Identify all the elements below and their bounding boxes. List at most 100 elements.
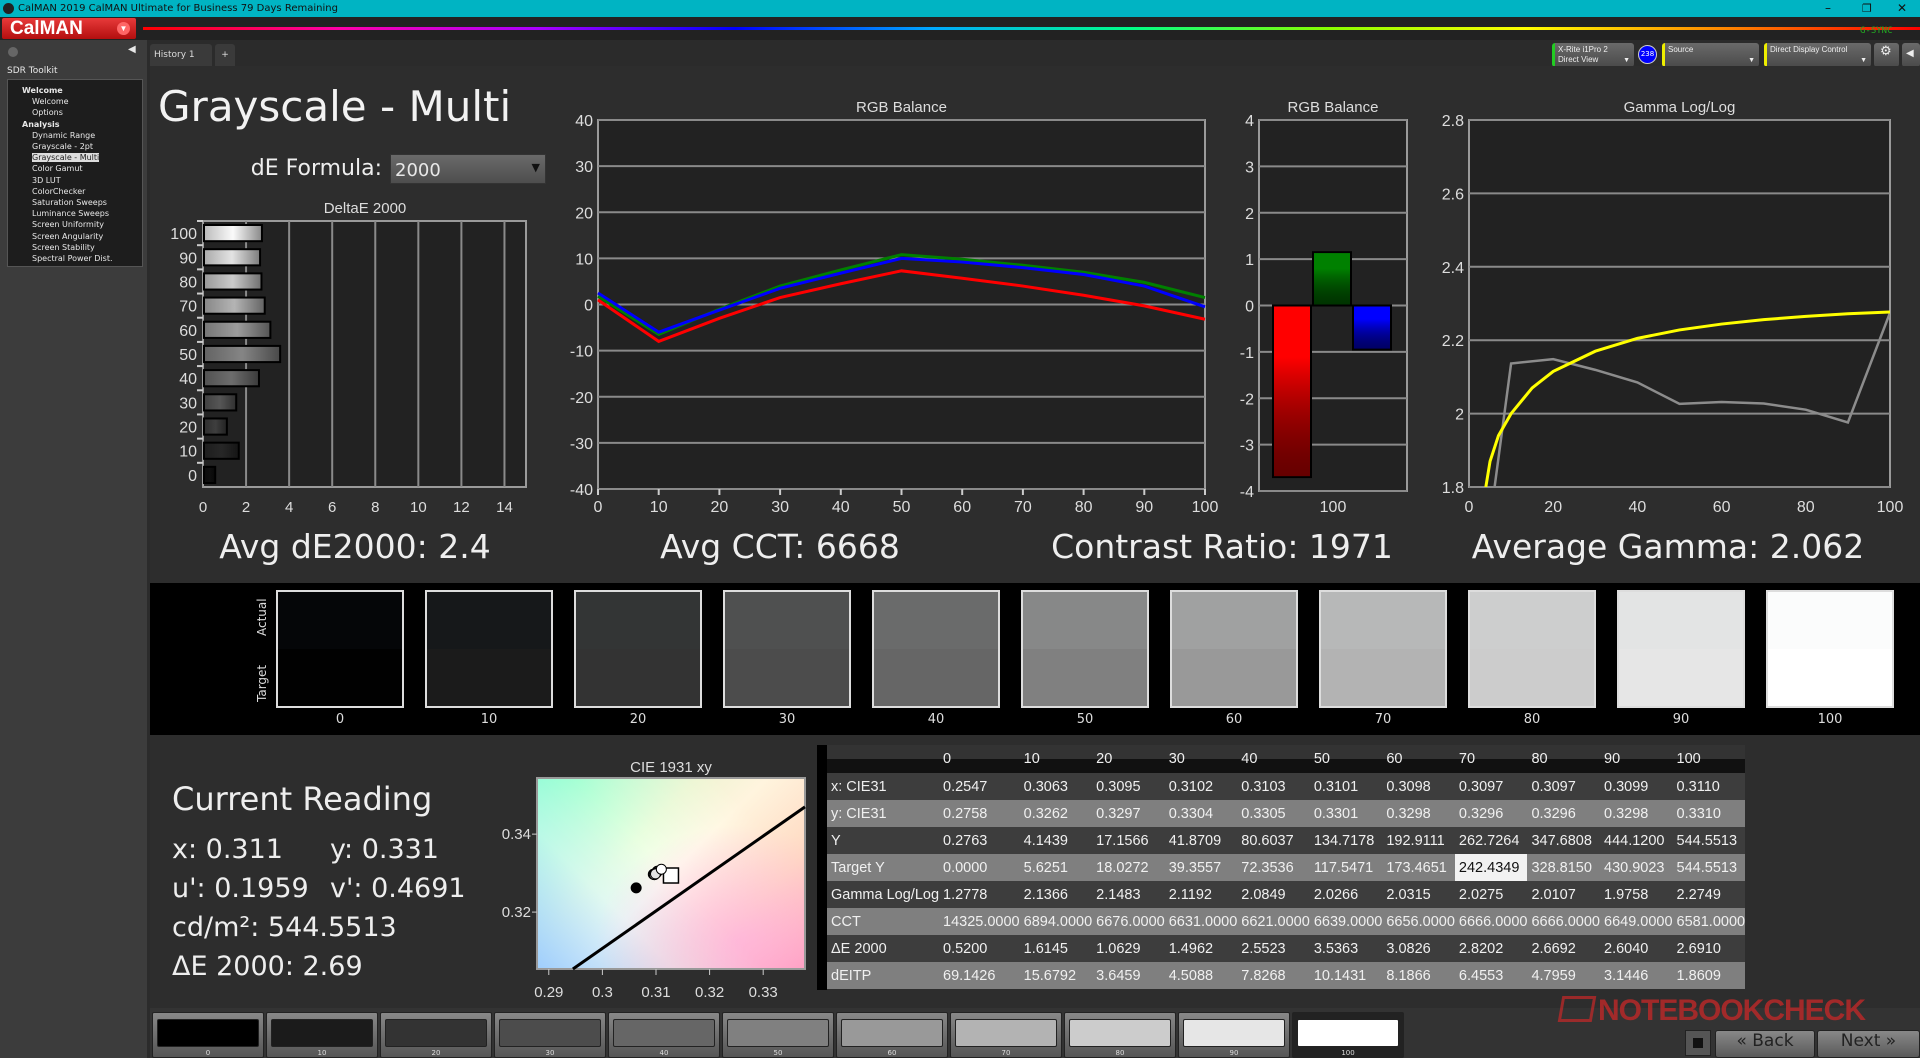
sidebar-group[interactable]: Welcome — [22, 86, 63, 95]
sidebar-item[interactable]: Screen Uniformity — [8, 219, 142, 230]
table-cell[interactable]: 347.6808 — [1527, 827, 1600, 854]
table-cell[interactable]: 262.7264 — [1454, 827, 1528, 854]
table-cell[interactable]: 2.2749 — [1672, 881, 1746, 908]
next-button[interactable]: Next » — [1817, 1030, 1920, 1058]
table-cell[interactable]: 0.3298 — [1382, 800, 1455, 827]
table-cell[interactable]: 0.3296 — [1454, 800, 1528, 827]
table-cell[interactable]: 0.3102 — [1164, 773, 1238, 800]
table-cell[interactable]: 6666.0000 — [1454, 908, 1528, 935]
table-cell[interactable]: 0.3095 — [1092, 773, 1165, 800]
table-cell[interactable]: 2.1192 — [1164, 881, 1238, 908]
table-cell[interactable]: 6676.0000 — [1092, 908, 1165, 935]
table-cell[interactable]: 328.8150 — [1527, 854, 1600, 881]
table-cell[interactable]: 1.2778 — [939, 881, 1020, 908]
table-cell[interactable]: 4.7959 — [1527, 962, 1600, 989]
table-cell[interactable]: Target Y — [827, 854, 940, 881]
table-cell[interactable]: dEITP — [827, 962, 940, 989]
restore-button[interactable]: ❐ — [1862, 2, 1872, 15]
patch-button[interactable]: 60 — [836, 1012, 948, 1058]
table-cell[interactable]: 69.1426 — [939, 962, 1020, 989]
table-cell[interactable]: 0.3310 — [1672, 800, 1746, 827]
table-cell[interactable]: 430.9023 — [1600, 854, 1673, 881]
sidebar-group[interactable]: Analysis — [22, 119, 60, 129]
table-cell[interactable]: 6894.0000 — [1019, 908, 1093, 935]
sidebar-item[interactable]: Color Gamut — [8, 163, 142, 174]
table-cell[interactable]: 41.8709 — [1164, 827, 1238, 854]
table-cell[interactable]: 4.1439 — [1019, 827, 1093, 854]
table-cell[interactable]: 39.3557 — [1164, 854, 1238, 881]
table-cell[interactable]: 242.4349 — [1454, 854, 1528, 881]
table-cell[interactable]: 444.1200 — [1600, 827, 1673, 854]
collapse-sidebar-icon[interactable]: ◀ — [128, 44, 136, 55]
table-cell[interactable]: 0.2763 — [939, 827, 1020, 854]
patch-button[interactable]: 100 — [1292, 1012, 1404, 1058]
table-cell[interactable]: 2.0849 — [1237, 881, 1310, 908]
sidebar-item[interactable]: Welcome — [8, 96, 142, 107]
table-cell[interactable]: y: CIE31 — [827, 800, 940, 827]
table-cell[interactable]: 0.3301 — [1309, 800, 1383, 827]
patch-button[interactable]: 0 — [152, 1012, 264, 1058]
table-cell[interactable]: 2.1483 — [1092, 881, 1165, 908]
table-cell[interactable]: 3.5363 — [1309, 935, 1383, 962]
minimize-button[interactable]: – — [1825, 1, 1831, 15]
table-cell[interactable]: 0.3097 — [1527, 773, 1600, 800]
table-cell[interactable]: 1.6145 — [1019, 935, 1093, 962]
table-cell[interactable]: 10.1431 — [1309, 962, 1383, 989]
sidebar-item[interactable]: Options — [8, 107, 142, 118]
table-cell[interactable]: 6.4553 — [1454, 962, 1528, 989]
table-cell[interactable]: 1.8609 — [1672, 962, 1746, 989]
table-cell[interactable]: 2.0315 — [1382, 881, 1455, 908]
table-cell[interactable]: 6639.0000 — [1309, 908, 1383, 935]
table-cell[interactable]: 18.0272 — [1092, 854, 1165, 881]
table-cell[interactable]: 1.0629 — [1092, 935, 1165, 962]
patch-button[interactable]: 90 — [1178, 1012, 1290, 1058]
meter-reading-badge[interactable]: 238 — [1638, 45, 1657, 64]
patch-button[interactable]: 80 — [1064, 1012, 1176, 1058]
patch-button[interactable]: 40 — [608, 1012, 720, 1058]
table-cell[interactable]: 3.1446 — [1600, 962, 1673, 989]
table-cell[interactable]: 0.3101 — [1309, 773, 1383, 800]
table-cell[interactable]: 0.3099 — [1600, 773, 1673, 800]
table-cell[interactable]: 15.6792 — [1019, 962, 1093, 989]
source-selector[interactable]: Source ▼ — [1662, 43, 1759, 67]
meter-selector[interactable]: X-Rite i1Pro 2 Direct View ▼ — [1552, 43, 1634, 67]
table-cell[interactable]: Gamma Log/Log — [827, 881, 940, 908]
table-cell[interactable]: 17.1566 — [1092, 827, 1165, 854]
de-formula-dropdown[interactable]: 2000 ▼ — [390, 154, 546, 184]
table-cell[interactable]: 0.3098 — [1382, 773, 1455, 800]
table-cell[interactable]: 6621.0000 — [1237, 908, 1310, 935]
display-control-selector[interactable]: Direct Display Control ▼ — [1764, 43, 1871, 67]
table-cell[interactable]: 1.9758 — [1600, 881, 1673, 908]
table-cell[interactable]: 2.0275 — [1454, 881, 1528, 908]
table-cell[interactable]: ΔE 2000 — [827, 935, 940, 962]
sidebar-item[interactable]: Luminance Sweeps — [8, 208, 142, 219]
table-cell[interactable]: 117.5471 — [1309, 854, 1383, 881]
sidebar-item[interactable]: Screen Angularity — [8, 231, 142, 242]
back-button[interactable]: « Back — [1715, 1030, 1815, 1058]
sidebar-item[interactable]: Screen Stability — [8, 242, 142, 253]
table-cell[interactable]: 4.5088 — [1164, 962, 1238, 989]
patch-button[interactable]: 70 — [950, 1012, 1062, 1058]
table-cell[interactable]: 0.3305 — [1237, 800, 1310, 827]
table-cell[interactable]: 6631.0000 — [1164, 908, 1238, 935]
table-cell[interactable]: 2.0107 — [1527, 881, 1600, 908]
sidebar-item[interactable]: Saturation Sweeps — [8, 197, 142, 208]
table-cell[interactable]: 80.6037 — [1237, 827, 1310, 854]
table-cell[interactable]: 72.3536 — [1237, 854, 1310, 881]
patch-button[interactable]: 20 — [380, 1012, 492, 1058]
table-cell[interactable]: 2.6040 — [1600, 935, 1673, 962]
table-cell[interactable]: 1.4962 — [1164, 935, 1238, 962]
table-cell[interactable]: x: CIE31 — [827, 773, 940, 800]
sidebar-item[interactable]: ColorChecker — [8, 186, 142, 197]
table-cell[interactable]: 544.5513 — [1672, 854, 1746, 881]
table-cell[interactable]: 14325.0000 — [939, 908, 1020, 935]
stop-button[interactable] — [1685, 1030, 1711, 1056]
table-cell[interactable]: 134.7178 — [1309, 827, 1383, 854]
table-cell[interactable]: 8.1866 — [1382, 962, 1455, 989]
calman-menu-button[interactable]: CalMAN ▼ — [2, 18, 136, 39]
table-cell[interactable]: 2.1366 — [1019, 881, 1093, 908]
table-cell[interactable]: 0.2547 — [939, 773, 1020, 800]
table-cell[interactable]: 0.0000 — [939, 854, 1020, 881]
table-cell[interactable]: 0.3063 — [1019, 773, 1093, 800]
table-cell[interactable]: 544.5513 — [1672, 827, 1746, 854]
